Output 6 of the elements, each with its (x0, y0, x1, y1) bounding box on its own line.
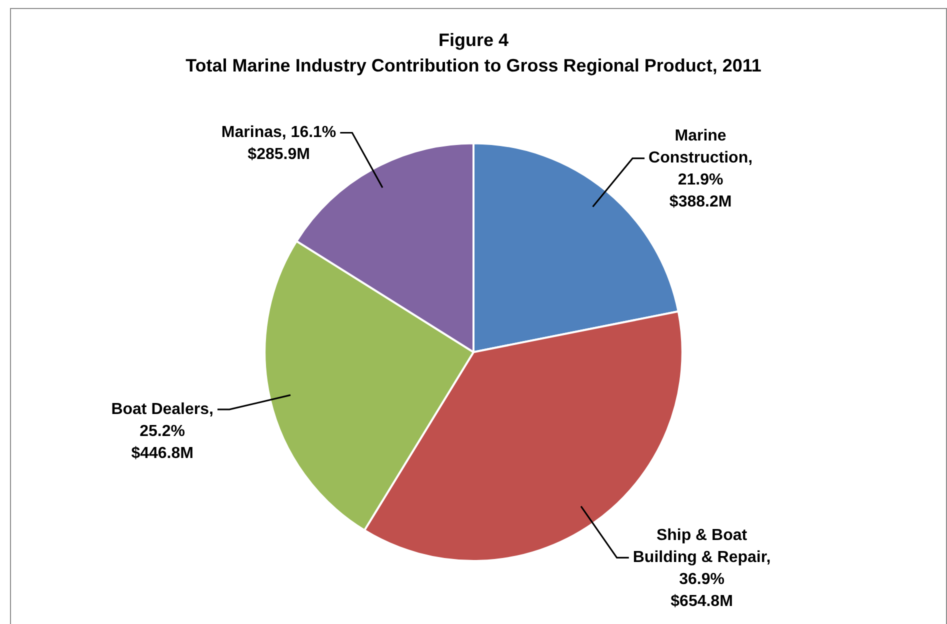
slice-label: Boat Dealers, 25.2% $446.8M (111, 400, 214, 462)
chart-subtitle: Total Marine Industry Contribution to Gross Regional Product, 2011 (186, 55, 762, 76)
slice-label: Marinas, 16.1% $285.9M (221, 124, 336, 164)
chart-title: Figure 4 (438, 30, 509, 50)
slice-label: Marine Construction, 21.9% $388.2M (648, 128, 753, 211)
slice-label: Ship & Boat Building & Repair, 36.9% $654.8M (632, 527, 771, 610)
